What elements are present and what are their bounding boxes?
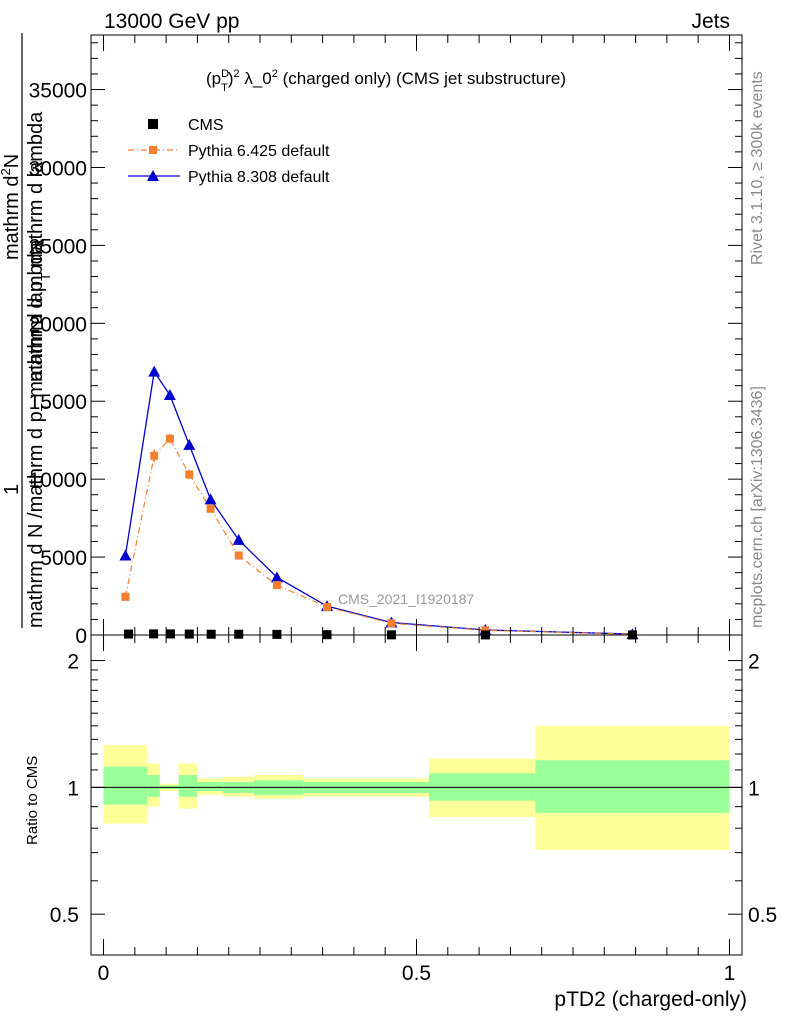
main-ytick-label: 35000 (29, 80, 87, 103)
ylabel-num-right: mathrm d2N (0, 154, 23, 260)
cms-marker (124, 629, 134, 639)
pythia6-marker (165, 434, 174, 443)
legend-pythia6-label: Pythia 6.425 default (188, 143, 330, 160)
pythia6-marker (481, 626, 490, 635)
ratio-ytick-label-right: 2 (748, 651, 760, 674)
legend-pythia6-marker (149, 146, 157, 154)
main-ylabel: 1 mathrm d N /mathrm d pT mathrm d lambd… (0, 33, 53, 628)
main-ytick-label: 30000 (29, 157, 87, 180)
ratio-xtick-label: 0.5 (402, 962, 431, 985)
ratio-ytick-label-left: 2 (67, 651, 79, 674)
rivet-label: Rivet 3.1.10, ≥ 300k events (749, 71, 766, 265)
pythia8-marker (183, 438, 196, 450)
pythia8-marker (204, 493, 217, 505)
energy-label: 13000 GeV pp (104, 10, 239, 33)
ylabel-den-right: mathrm d pT mathrm d lambda (25, 111, 53, 382)
pythia6-marker (387, 619, 396, 628)
cms-marker (206, 629, 216, 639)
legend-pythia8-marker (147, 170, 159, 181)
cms-marker (149, 629, 159, 639)
ylabel-num-left: 1 (1, 484, 23, 495)
ratio-ytick-label-left: 1 (67, 777, 79, 800)
pythia6-marker (272, 581, 281, 590)
ratio-band-inner (147, 774, 160, 797)
ratio-band-inner (178, 774, 198, 797)
main-panel: 0 5000 10000 15000 20000 25000 30000 35000 (pD T… (29, 34, 743, 648)
pythia8-marker (270, 571, 283, 583)
watermark: CMS_2021_I1920187 (338, 591, 474, 607)
pythia6-marker (121, 592, 130, 601)
legend: CMS Pythia 6.425 default Pythia 8.308 de… (128, 117, 330, 186)
pythia6-marker (206, 504, 215, 513)
pythia8-marker (119, 549, 132, 561)
ratio-xtick-label: 0 (98, 962, 110, 985)
cms-marker (272, 629, 282, 639)
mcplots-label: mcplots.cern.ch [arXiv:1306.3436] (749, 386, 766, 628)
main-ytick-label: 10000 (29, 469, 87, 492)
main-title: (pD T)2 λ_02 (charged only) (CMS jet subs… (206, 68, 566, 94)
pythia8-marker (232, 533, 245, 545)
category-label: Jets (691, 10, 730, 33)
pythia6-marker (185, 470, 194, 479)
cms-marker (165, 629, 175, 639)
ratio-ytick-label-left: 0.5 (50, 904, 79, 927)
x-axis-label: pTD2 (charged-only) (554, 988, 747, 1011)
cms-marker (234, 629, 244, 639)
ratio-band-inner (103, 766, 148, 805)
cms-marker (184, 629, 194, 639)
main-ytick-label: 5000 (40, 547, 87, 570)
main-ytick-label: 0 (75, 625, 87, 648)
legend-cms-marker (148, 119, 158, 129)
pythia8-marker (148, 365, 161, 377)
pythia6-marker (234, 551, 243, 560)
ylabel-den-left: mathrm d N /mathrm d pT mathrm d lambda (25, 241, 53, 628)
ratio-xtick-label: 1 (724, 962, 736, 985)
ratio-band-inner (535, 760, 730, 813)
legend-pythia8-label: Pythia 8.308 default (188, 169, 330, 186)
main-ytick-label: 15000 (29, 391, 87, 414)
pythia8-marker (163, 389, 176, 400)
main-ytick-label: 25000 (29, 235, 87, 258)
main-ytick-label: 20000 (29, 313, 87, 336)
pythia6-marker (150, 451, 159, 460)
ratio-ytick-label-right: 1 (748, 777, 760, 800)
legend-cms-label: CMS (188, 117, 224, 134)
ratio-band-inner (197, 781, 223, 792)
ratio-ylabel: Ratio to CMS (24, 756, 41, 845)
ratio-ytick-label-right: 0.5 (748, 904, 777, 927)
pythia6-marker (322, 602, 331, 611)
ratio-panel: 0.5 0.5 1 1 2 2 0 0.5 1 Ratio to CMS pTD2 (char… (24, 634, 777, 1011)
